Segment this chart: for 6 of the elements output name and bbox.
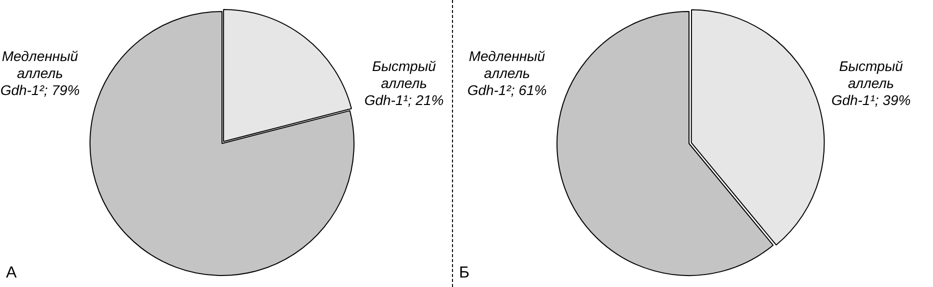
slice-label: Быстрый аллель Gdh-1¹; 39% bbox=[831, 58, 911, 108]
text: Б bbox=[459, 264, 470, 282]
slice-label: Быстрый аллель Gdh-1¹; 21% bbox=[364, 58, 444, 108]
slice-label: Медленный аллель Gdh-1²; 79% bbox=[0, 48, 80, 98]
slice-label: Медленный аллель Gdh-1²; 61% bbox=[467, 48, 547, 98]
text: А bbox=[6, 264, 17, 282]
